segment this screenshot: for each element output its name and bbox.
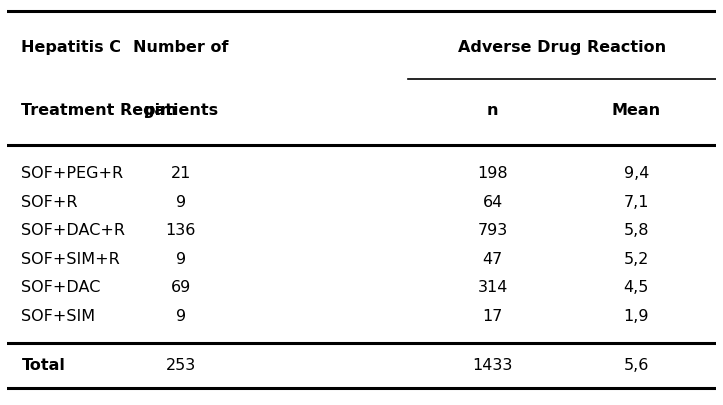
Text: 21: 21 <box>171 166 191 181</box>
Text: 9: 9 <box>176 308 186 323</box>
Text: 198: 198 <box>477 166 508 181</box>
Text: 1433: 1433 <box>472 357 513 372</box>
Text: 253: 253 <box>166 357 196 372</box>
Text: SOF+DAC+R: SOF+DAC+R <box>22 223 125 238</box>
Text: 1,9: 1,9 <box>624 308 649 323</box>
Text: SOF+DAC: SOF+DAC <box>22 280 100 295</box>
Text: 5,8: 5,8 <box>624 223 649 238</box>
Text: 7,1: 7,1 <box>624 194 649 209</box>
Text: SOF+PEG+R: SOF+PEG+R <box>22 166 124 181</box>
Text: Treatment Regim: Treatment Regim <box>22 103 177 118</box>
Text: 5,2: 5,2 <box>624 251 649 266</box>
Text: Adverse Drug Reaction: Adverse Drug Reaction <box>458 39 666 54</box>
Text: 314: 314 <box>477 280 508 295</box>
Text: patients: patients <box>143 103 218 118</box>
Text: n: n <box>487 103 498 118</box>
Text: 9: 9 <box>176 194 186 209</box>
Text: 9: 9 <box>176 251 186 266</box>
Text: SOF+SIM+R: SOF+SIM+R <box>22 251 120 266</box>
Text: 69: 69 <box>171 280 191 295</box>
Text: Mean: Mean <box>612 103 661 118</box>
Text: 4,5: 4,5 <box>624 280 649 295</box>
Text: SOF+R: SOF+R <box>22 194 78 209</box>
Text: 17: 17 <box>482 308 502 323</box>
Text: 9,4: 9,4 <box>624 166 649 181</box>
Text: SOF+SIM: SOF+SIM <box>22 308 95 323</box>
Text: 47: 47 <box>482 251 502 266</box>
Text: Hepatitis C: Hepatitis C <box>22 39 121 54</box>
Text: 64: 64 <box>482 194 502 209</box>
Text: Number of: Number of <box>133 39 228 54</box>
Text: Total: Total <box>22 357 65 372</box>
Text: 5,6: 5,6 <box>624 357 649 372</box>
Text: 793: 793 <box>477 223 508 238</box>
Text: 136: 136 <box>166 223 196 238</box>
